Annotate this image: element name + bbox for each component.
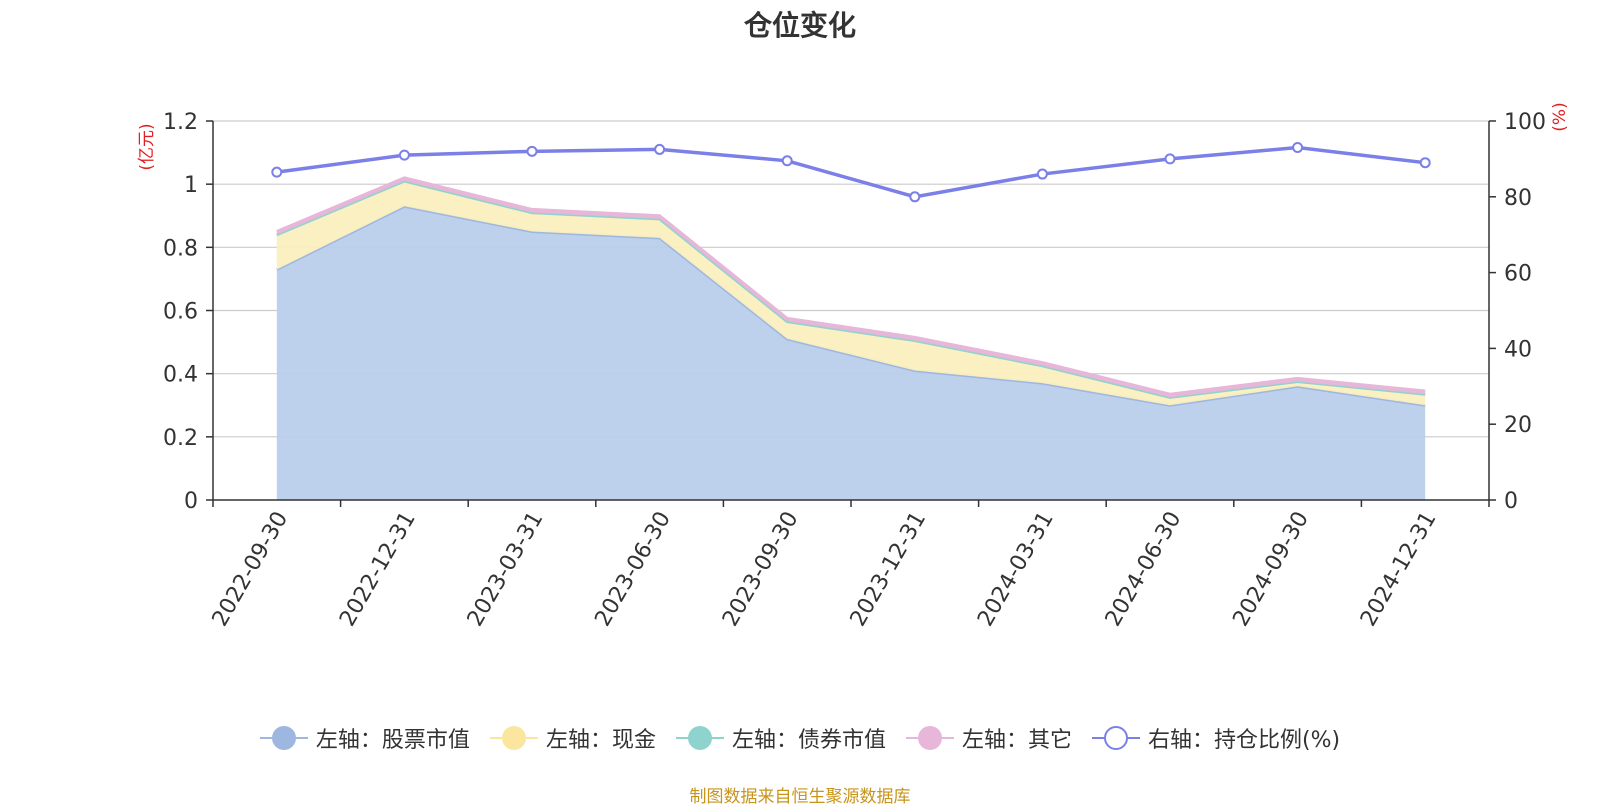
legend-marker	[489, 725, 538, 751]
right-y-tick-label: 100	[1504, 110, 1546, 135]
legend-marker	[259, 725, 308, 751]
holding-ratio-point	[1292, 142, 1304, 154]
legend-dot	[687, 726, 712, 750]
legend-dot	[271, 726, 296, 750]
left-y-tick-label: 0.4	[163, 363, 198, 388]
x-tick-label: 2024-03-31	[973, 508, 1059, 631]
legend-marker	[1091, 725, 1140, 751]
holding-ratio-point	[398, 149, 410, 161]
legend-marker	[905, 725, 954, 751]
legend-item[interactable]: 左轴：债券市值	[675, 722, 886, 754]
holding-ratio-point	[526, 145, 538, 157]
chart-legend: 左轴：股票市值 左轴：现金 左轴：债券市值 左轴：其它 右轴：持仓比例(%)	[0, 722, 1600, 754]
holding-ratio-point	[1164, 153, 1176, 165]
area-series-1	[276, 206, 1426, 500]
legend-marker	[675, 725, 724, 751]
left-y-tick-label: 0.6	[163, 300, 198, 325]
x-tick-label: 2023-06-30	[590, 508, 676, 631]
left-axis-unit-label: (亿元)	[137, 123, 157, 170]
area-line-series-4	[276, 176, 1426, 396]
legend-label: 右轴：持仓比例(%)	[1147, 728, 1341, 753]
legend-item[interactable]: 左轴：股票市值	[259, 722, 470, 754]
holding-ratio-point	[1419, 157, 1431, 169]
x-tick-label: 2024-12-31	[1356, 508, 1442, 631]
chart-title: 仓位变化	[743, 9, 856, 42]
left-y-tick-label: 1.2	[163, 110, 198, 135]
legend-dot	[1103, 726, 1128, 750]
legend-label: 左轴：现金	[545, 728, 656, 753]
right-y-tick-label: 0	[1504, 489, 1518, 514]
holding-ratio-point	[1036, 168, 1048, 180]
x-tick-label: 2024-06-30	[1101, 508, 1187, 631]
legend-dot	[917, 726, 942, 750]
right-y-tick-label: 40	[1504, 337, 1532, 362]
x-tick-label: 2022-09-30	[208, 508, 294, 631]
legend-label: 左轴：债券市值	[731, 728, 886, 753]
right-y-tick-label: 60	[1504, 262, 1532, 287]
holding-ratio-point	[654, 143, 666, 155]
x-tick-label: 2023-12-31	[846, 508, 932, 631]
legend-label: 左轴：其它	[961, 728, 1072, 753]
left-y-tick-label: 1	[184, 173, 198, 198]
x-tick-label: 2022-12-31	[335, 508, 421, 631]
data-source-note: 制图数据来自恒生聚源数据库	[689, 787, 911, 807]
holding-ratio-point	[271, 166, 283, 178]
right-axis-unit-label: (%)	[1550, 102, 1570, 131]
legend-dot	[501, 726, 526, 750]
x-tick-label: 2023-03-31	[463, 508, 549, 631]
left-y-tick-label: 0.2	[163, 426, 198, 451]
x-tick-label: 2023-09-30	[718, 508, 804, 631]
right-y-tick-label: 80	[1504, 186, 1532, 211]
left-y-tick-label: 0.8	[163, 236, 198, 261]
x-tick-label: 2024-09-30	[1228, 508, 1314, 631]
holding-ratio-point	[781, 155, 793, 167]
right-y-tick-label: 20	[1504, 413, 1532, 438]
holding-ratio-line	[276, 145, 1426, 199]
legend-label: 左轴：股票市值	[315, 728, 470, 753]
legend-item[interactable]: 左轴：现金	[489, 722, 656, 754]
left-y-tick-label: 0	[184, 489, 198, 514]
legend-item[interactable]: 左轴：其它	[905, 722, 1072, 754]
holding-ratio-point	[909, 191, 921, 203]
legend-item[interactable]: 右轴：持仓比例(%)	[1091, 722, 1341, 754]
